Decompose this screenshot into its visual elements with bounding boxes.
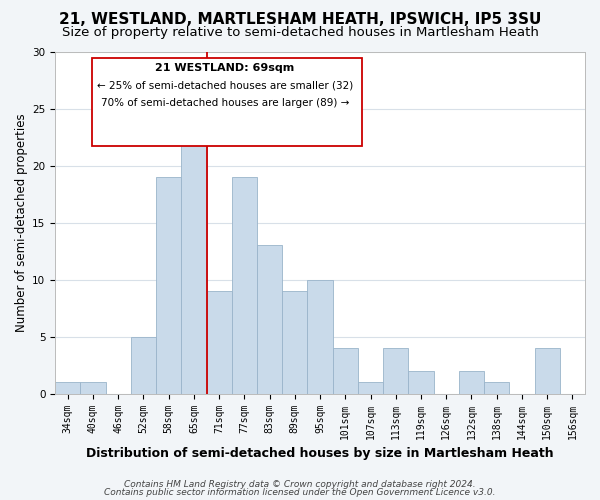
Bar bbox=[206, 291, 232, 394]
Bar bbox=[181, 108, 206, 394]
Y-axis label: Number of semi-detached properties: Number of semi-detached properties bbox=[15, 114, 28, 332]
Text: 21, WESTLAND, MARTLESHAM HEATH, IPSWICH, IP5 3SU: 21, WESTLAND, MARTLESHAM HEATH, IPSWICH,… bbox=[59, 12, 541, 28]
Bar bbox=[535, 348, 560, 394]
Bar bbox=[332, 348, 358, 394]
Text: 70% of semi-detached houses are larger (89) →: 70% of semi-detached houses are larger (… bbox=[101, 98, 349, 108]
Bar bbox=[282, 291, 307, 394]
FancyBboxPatch shape bbox=[92, 58, 362, 146]
Text: 21 WESTLAND: 69sqm: 21 WESTLAND: 69sqm bbox=[155, 64, 295, 74]
Bar bbox=[459, 371, 484, 394]
Bar bbox=[257, 246, 282, 394]
Bar bbox=[80, 382, 106, 394]
Bar bbox=[383, 348, 409, 394]
X-axis label: Distribution of semi-detached houses by size in Martlesham Heath: Distribution of semi-detached houses by … bbox=[86, 447, 554, 460]
Bar bbox=[307, 280, 332, 394]
Bar bbox=[55, 382, 80, 394]
Text: ← 25% of semi-detached houses are smaller (32): ← 25% of semi-detached houses are smalle… bbox=[97, 80, 353, 90]
Bar bbox=[232, 177, 257, 394]
Bar bbox=[131, 336, 156, 394]
Text: Size of property relative to semi-detached houses in Martlesham Heath: Size of property relative to semi-detach… bbox=[62, 26, 538, 39]
Bar bbox=[156, 177, 181, 394]
Text: Contains public sector information licensed under the Open Government Licence v3: Contains public sector information licen… bbox=[104, 488, 496, 497]
Text: Contains HM Land Registry data © Crown copyright and database right 2024.: Contains HM Land Registry data © Crown c… bbox=[124, 480, 476, 489]
Bar bbox=[409, 371, 434, 394]
Bar bbox=[358, 382, 383, 394]
Bar bbox=[484, 382, 509, 394]
